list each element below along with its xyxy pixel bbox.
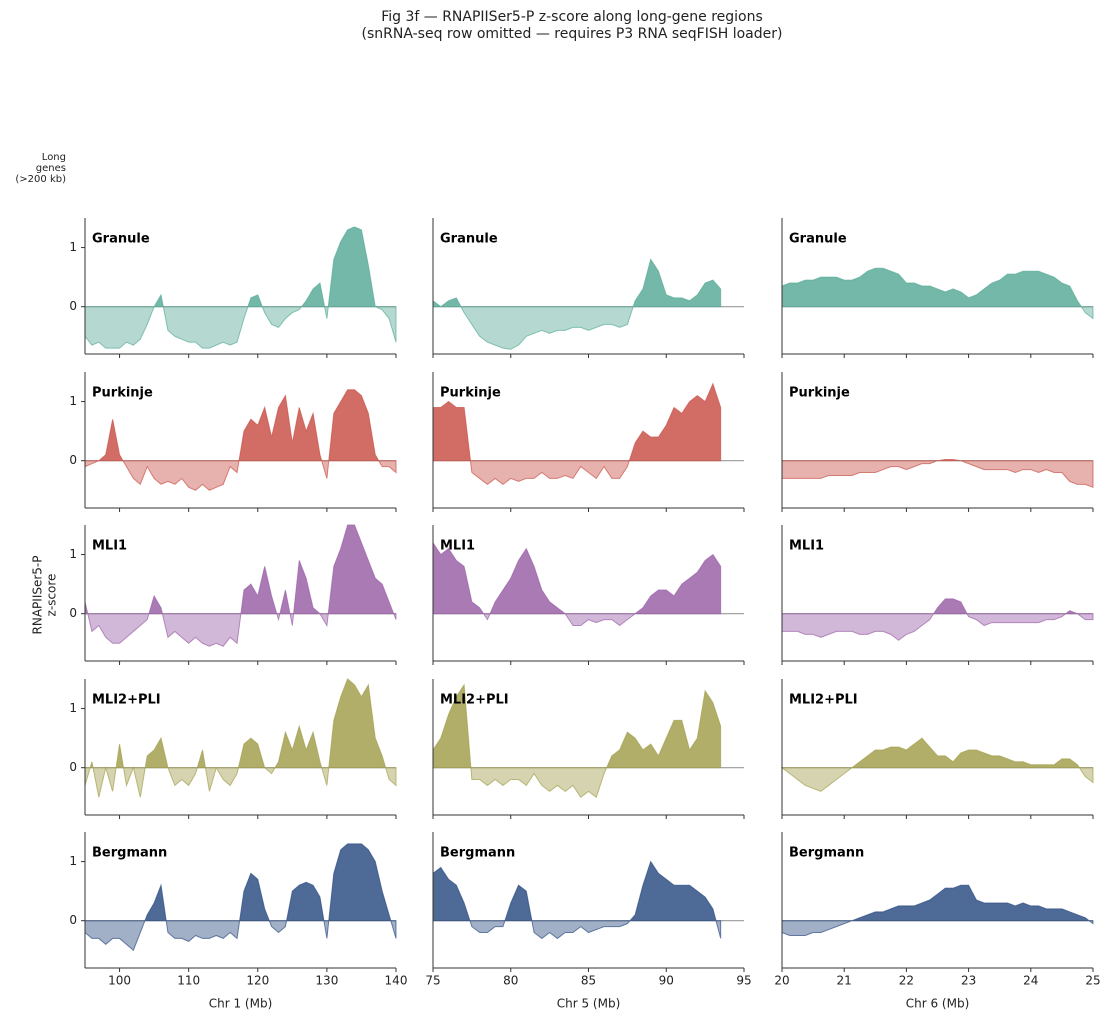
y-axis-label-line: RNAPIISer5-P [31,556,45,635]
annotation: Long [42,152,66,163]
panel-title: MLI1 [789,539,824,554]
x-tick-label: 130 [315,974,338,988]
panel-title: MLI2+PLI [92,693,161,708]
panel-title: Bergmann [92,846,167,861]
x-axis-label: Chr 5 (Mb) [557,997,621,1011]
panel-title: MLI1 [440,539,475,554]
y-tick-label: 0 [69,913,77,927]
x-tick-label: 120 [246,974,269,988]
x-tick-label: 100 [108,974,131,988]
x-tick-label: 21 [837,974,852,988]
panel-title: Granule [789,232,847,247]
y-tick-label: 0 [69,299,77,313]
area [84,524,397,647]
area [84,843,397,952]
annotation: (>200 kb) [15,174,66,185]
area [432,683,722,799]
x-tick-label: 140 [385,974,408,988]
y-tick-label: 1 [69,854,77,868]
y-tick-label: 1 [69,240,77,254]
panel-title: Granule [92,232,150,247]
panel-title: Bergmann [440,846,515,861]
figure-title: Fig 3f — RNAPIISer5-P z-score along long… [381,9,763,25]
x-tick-label: 23 [961,974,976,988]
x-tick-label: 25 [1085,974,1100,988]
y-tick-label: 0 [69,453,77,467]
area [432,860,722,940]
y-axis-label-line: z-score [45,574,59,617]
annotation: genes [36,163,66,174]
x-tick-label: 22 [899,974,914,988]
area [781,884,1094,936]
x-axis-label: Chr 1 (Mb) [209,997,273,1011]
panel-title: Bergmann [789,846,864,861]
y-tick-label: 1 [69,394,77,408]
panel-title: MLI2+PLI [440,693,509,708]
panel-title: Granule [440,232,498,247]
panel-title: MLI1 [92,539,127,554]
y-axis-label: RNAPIISer5-P z-score [31,556,59,635]
area [84,678,397,798]
figure-subtitle: (snRNA-seq row omitted — requires P3 RNA… [362,26,783,42]
area [780,737,1094,792]
y-tick-label: 1 [69,701,77,715]
area [432,258,722,350]
area [84,226,397,349]
x-tick-label: 95 [736,974,751,988]
x-tick-label: 110 [177,974,200,988]
area [84,389,397,491]
x-tick-label: 24 [1023,974,1038,988]
panel-title: Purkinje [92,386,153,401]
panel-title: Purkinje [440,386,501,401]
area [781,459,1094,489]
x-tick-label: 80 [503,974,518,988]
x-tick-label: 20 [774,974,789,988]
area [432,382,722,485]
y-tick-label: 0 [69,606,77,620]
area [781,598,1094,641]
panel-title: MLI2+PLI [789,693,858,708]
y-tick-label: 1 [69,547,77,561]
x-tick-label: 75 [425,974,440,988]
area [781,267,1094,320]
y-tick-label: 0 [69,760,77,774]
panel-title: Purkinje [789,386,850,401]
x-tick-label: 85 [581,974,596,988]
x-axis-label: Chr 6 (Mb) [906,997,970,1011]
area [432,541,722,627]
x-tick-label: 90 [659,974,674,988]
